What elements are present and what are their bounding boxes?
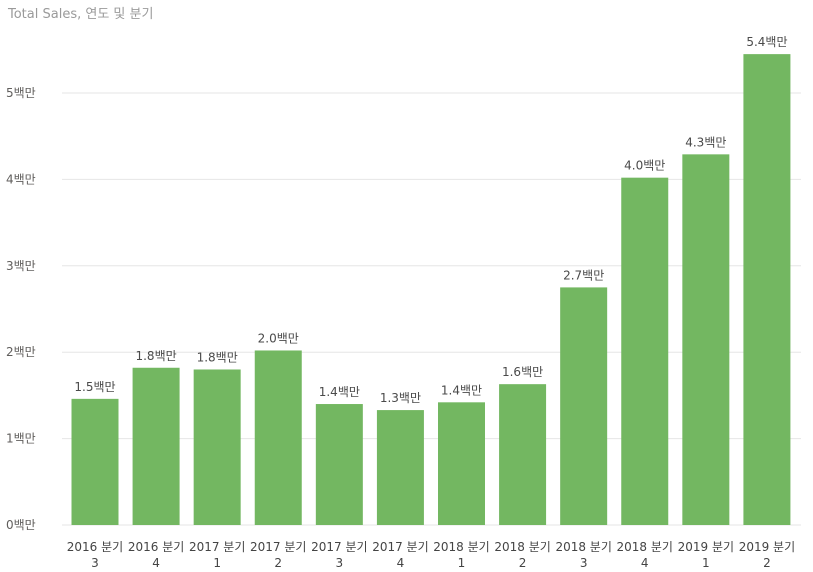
bar[interactable]: [315, 404, 363, 525]
x-tick-label: 2017 분기: [311, 540, 367, 554]
y-tick-label: 1백만: [6, 432, 36, 446]
x-tick-label-sub: 1: [213, 556, 221, 570]
x-tick-label-sub: 2: [763, 556, 771, 570]
x-tick-label-sub: 4: [641, 556, 649, 570]
x-tick-label-sub: 2: [274, 556, 282, 570]
x-tick-label-sub: 4: [152, 556, 160, 570]
y-tick-label: 3백만: [6, 259, 36, 273]
y-tick-label: 0백만: [6, 518, 36, 532]
x-tick-label-sub: 2: [519, 556, 527, 570]
data-label: 1.6백만: [502, 365, 543, 379]
y-tick-label: 5백만: [6, 86, 36, 100]
x-tick-label: 2018 분기: [494, 540, 550, 554]
data-label: 1.8백만: [197, 350, 238, 364]
data-label: 1.3백만: [380, 391, 421, 405]
x-tick-label: 2017 분기: [189, 540, 245, 554]
x-tick-label: 2019 분기: [739, 540, 795, 554]
bar[interactable]: [376, 410, 424, 525]
x-tick-label: 2018 분기: [555, 540, 611, 554]
chart-title: Total Sales, 연도 및 분기: [8, 7, 154, 22]
data-label: 1.5백만: [74, 380, 115, 394]
x-tick-label-sub: 3: [580, 556, 588, 570]
data-label: 2.0백만: [258, 331, 299, 345]
bar[interactable]: [560, 287, 608, 525]
x-tick-label: 2017 분기: [250, 540, 306, 554]
bar[interactable]: [499, 384, 547, 525]
x-tick-label-sub: 4: [397, 556, 405, 570]
x-tick-label: 2016 분기: [128, 540, 184, 554]
x-tick-label-sub: 1: [458, 556, 466, 570]
bar[interactable]: [743, 54, 791, 526]
x-tick-label-sub: 3: [91, 556, 99, 570]
data-label: 4.0백만: [624, 159, 665, 173]
y-tick-label: 4백만: [6, 172, 36, 186]
x-tick-label: 2018 분기: [433, 540, 489, 554]
data-label: 1.4백만: [319, 385, 360, 399]
data-label: 4.3백만: [685, 135, 726, 149]
y-tick-label: 2백만: [6, 345, 36, 359]
data-label: 1.4백만: [441, 383, 482, 397]
data-label: 5.4백만: [746, 35, 787, 49]
data-label: 1.8백만: [135, 349, 176, 363]
x-tick-label: 2017 분기: [372, 540, 428, 554]
bar[interactable]: [132, 367, 180, 525]
bar[interactable]: [254, 350, 302, 525]
bar[interactable]: [71, 398, 119, 525]
x-tick-label: 2018 분기: [617, 540, 673, 554]
x-tick-label-sub: 3: [336, 556, 344, 570]
x-tick-label-sub: 1: [702, 556, 710, 570]
bar[interactable]: [682, 154, 730, 525]
x-tick-label: 2016 분기: [67, 540, 123, 554]
x-tick-label: 2019 분기: [678, 540, 734, 554]
bar[interactable]: [438, 402, 485, 525]
bar[interactable]: [621, 177, 669, 525]
bar[interactable]: [193, 369, 241, 525]
data-label: 2.7백만: [563, 268, 604, 282]
